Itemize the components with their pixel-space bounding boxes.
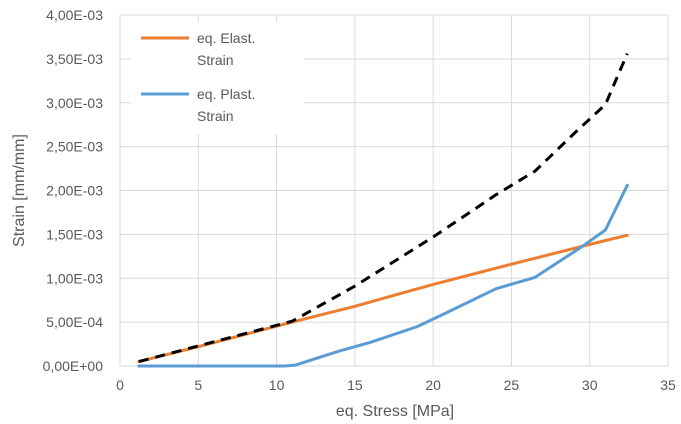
- y-tick-label: 3,50E-03: [46, 51, 103, 67]
- series-line-eq-plast-strain: [137, 183, 629, 368]
- x-axis-title: eq. Stress [MPa]: [336, 403, 454, 420]
- x-tick-label: 0: [116, 377, 124, 393]
- y-tick-label: 2,50E-03: [46, 139, 103, 155]
- legend-label: eq. Elast.: [197, 30, 255, 46]
- legend-background: [131, 22, 304, 134]
- series-lines: [137, 53, 629, 368]
- x-tick-label: 30: [582, 377, 598, 393]
- y-tick-label: 0,00E+00: [43, 358, 104, 374]
- y-tick-label: 1,50E-03: [46, 226, 103, 242]
- x-tick-label: 15: [347, 377, 363, 393]
- x-tick-label: 35: [660, 377, 676, 393]
- y-axis-ticks: 0,00E+00 5,00E-04 1,00E-03 1,50E-03 2,00E-03…: [43, 7, 104, 374]
- y-tick-label: 5,00E-04: [46, 314, 103, 330]
- y-axis-title: Strain [mm/mm]: [11, 134, 28, 247]
- x-axis-ticks: 0 5 10 15 20 25 30 35: [116, 377, 676, 393]
- x-tick-label: 20: [425, 377, 441, 393]
- y-tick-label: 4,00E-03: [46, 7, 103, 23]
- legend-label: Strain: [197, 108, 234, 124]
- x-tick-label: 10: [269, 377, 285, 393]
- y-tick-label: 3,00E-03: [46, 95, 103, 111]
- y-tick-label: 2,00E-03: [46, 183, 103, 199]
- x-tick-label: 5: [194, 377, 202, 393]
- x-tick-label: 25: [504, 377, 520, 393]
- series-line-dashed: [138, 53, 629, 364]
- legend-label: Strain: [197, 52, 234, 68]
- y-tick-label: 1,00E-03: [46, 270, 103, 286]
- legend-label: eq. Plast.: [197, 86, 255, 102]
- legend: eq. Elast. Strain eq. Plast. Strain: [131, 22, 304, 134]
